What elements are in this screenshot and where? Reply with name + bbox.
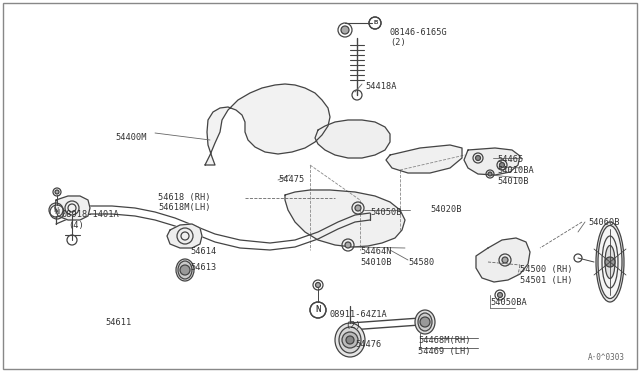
Text: 08146-6165G: 08146-6165G — [390, 28, 448, 37]
Text: 08911-64Z1A: 08911-64Z1A — [330, 310, 388, 319]
Polygon shape — [476, 238, 530, 282]
Circle shape — [499, 163, 504, 167]
Circle shape — [605, 257, 615, 267]
Text: 54050B: 54050B — [370, 208, 401, 217]
Ellipse shape — [418, 313, 432, 331]
Circle shape — [346, 336, 354, 344]
Text: 54010BA: 54010BA — [497, 166, 534, 175]
Polygon shape — [205, 84, 330, 165]
Text: 54050BA: 54050BA — [490, 298, 527, 307]
Text: N: N — [315, 305, 321, 314]
Circle shape — [55, 190, 59, 194]
Ellipse shape — [415, 310, 435, 334]
Polygon shape — [167, 224, 202, 248]
Circle shape — [316, 282, 321, 288]
Text: 54614: 54614 — [190, 247, 216, 256]
Text: N: N — [53, 207, 59, 213]
Ellipse shape — [596, 222, 624, 302]
Text: 54580: 54580 — [408, 258, 435, 267]
Polygon shape — [464, 148, 520, 175]
Circle shape — [345, 242, 351, 248]
Text: N: N — [315, 305, 321, 314]
Polygon shape — [55, 196, 90, 220]
Ellipse shape — [335, 323, 365, 357]
Text: (4): (4) — [68, 221, 84, 230]
Circle shape — [497, 292, 502, 298]
Circle shape — [488, 172, 492, 176]
Text: B: B — [373, 20, 377, 26]
Ellipse shape — [178, 261, 192, 279]
Ellipse shape — [176, 259, 194, 281]
Polygon shape — [315, 120, 390, 158]
Text: 08918-1401A: 08918-1401A — [62, 210, 120, 219]
Text: 54418A: 54418A — [365, 82, 397, 91]
Circle shape — [420, 317, 430, 327]
Text: N: N — [54, 209, 60, 215]
Polygon shape — [386, 145, 462, 173]
Text: 54465: 54465 — [497, 155, 524, 164]
Text: 54469 (LH): 54469 (LH) — [418, 347, 470, 356]
Text: 54618 (RH): 54618 (RH) — [158, 193, 211, 202]
Text: 54475: 54475 — [278, 175, 304, 184]
Text: 54400M: 54400M — [115, 133, 147, 142]
Text: 54476: 54476 — [355, 340, 381, 349]
Circle shape — [341, 26, 349, 34]
Text: 54020B: 54020B — [430, 205, 461, 214]
Ellipse shape — [598, 225, 622, 298]
Text: (2): (2) — [345, 321, 361, 330]
Text: (2): (2) — [390, 38, 406, 47]
Text: 54010B: 54010B — [497, 177, 529, 186]
Ellipse shape — [605, 246, 615, 279]
Circle shape — [476, 155, 481, 160]
Text: A·0^0303: A·0^0303 — [588, 353, 625, 362]
Text: 54468M(RH): 54468M(RH) — [418, 336, 470, 345]
Text: 54464N: 54464N — [360, 247, 392, 256]
Circle shape — [342, 332, 358, 348]
Circle shape — [355, 205, 361, 211]
Circle shape — [180, 265, 190, 275]
Polygon shape — [285, 190, 405, 247]
Text: 54010B: 54010B — [360, 258, 392, 267]
Text: 54500 (RH): 54500 (RH) — [520, 265, 573, 274]
Text: 54060B: 54060B — [588, 218, 620, 227]
Text: 54618M(LH): 54618M(LH) — [158, 203, 211, 212]
Text: 54611: 54611 — [105, 318, 131, 327]
Ellipse shape — [339, 327, 361, 353]
Text: 54501 (LH): 54501 (LH) — [520, 276, 573, 285]
Text: 54613: 54613 — [190, 263, 216, 272]
Text: B: B — [373, 20, 377, 26]
Circle shape — [502, 257, 508, 263]
